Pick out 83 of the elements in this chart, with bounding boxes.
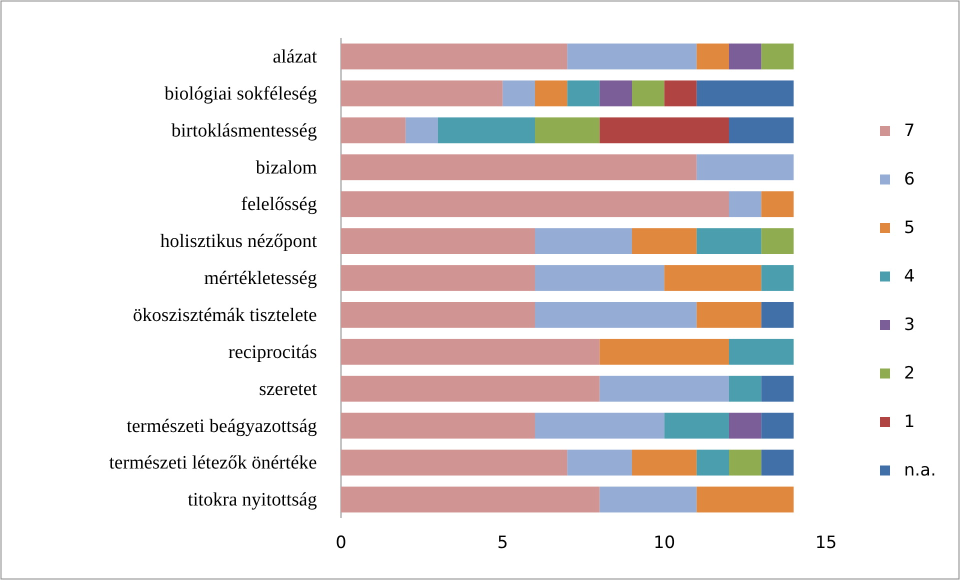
bar: [600, 486, 697, 512]
bar: [664, 80, 697, 106]
bar: [567, 44, 697, 70]
y-tick-label: birtoklásmentesség: [171, 120, 318, 142]
bar: [535, 265, 664, 291]
legend-label: 7: [904, 121, 915, 141]
bar: [341, 412, 535, 439]
bar: [600, 338, 729, 365]
bar: [406, 117, 438, 144]
bar: [696, 44, 729, 70]
x-tick-label: 15: [815, 533, 837, 554]
y-tick-label: ökoszisztémák tisztelete: [132, 305, 317, 326]
legend-label: 4: [904, 266, 915, 286]
bar: [341, 302, 535, 328]
y-tick-label: holisztikus nézőpont: [160, 231, 318, 252]
y-tick-label: titokra nyitottság: [188, 490, 318, 511]
y-tick-label: felelősség: [241, 194, 318, 216]
bar: [761, 450, 794, 476]
bar: [696, 486, 794, 512]
bar: [535, 302, 697, 328]
legend-label: 1: [904, 412, 915, 432]
y-tick-label: bizalom: [256, 157, 318, 178]
bar: [729, 191, 762, 218]
y-tick-label: mértékletesség: [204, 268, 318, 290]
bar: [535, 80, 568, 106]
bar: [696, 228, 762, 254]
x-tick-label: 0: [336, 533, 346, 554]
y-tick-label: biológiai sokféleség: [164, 83, 318, 104]
bar: [438, 117, 535, 144]
legend-label: 2: [904, 364, 915, 384]
bar: [761, 302, 794, 328]
bar: [567, 80, 600, 106]
bar: [632, 80, 664, 106]
bar: [729, 338, 794, 365]
bar: [341, 486, 600, 512]
legend-label: 3: [904, 315, 915, 335]
bar: [502, 80, 535, 106]
bar: [600, 376, 729, 402]
legend-label: n.a.: [904, 460, 936, 480]
bar: [535, 228, 632, 254]
bar: [632, 450, 697, 476]
bar: [664, 265, 762, 291]
y-tick-label: alázat: [272, 46, 318, 68]
bar: [341, 191, 729, 218]
bar: [341, 450, 568, 476]
legend-label: 6: [904, 170, 915, 190]
bar: [729, 450, 762, 476]
bar: [341, 80, 503, 106]
bar: [761, 376, 794, 402]
bar: [341, 117, 406, 144]
bar: [729, 376, 762, 402]
bar: [729, 44, 762, 70]
bar: [567, 450, 632, 476]
x-tick-label: 10: [654, 533, 676, 554]
bar: [664, 412, 729, 439]
bar: [341, 338, 600, 365]
bar: [600, 80, 632, 106]
bar: [341, 44, 568, 70]
bar: [341, 154, 697, 180]
bar: [341, 228, 535, 254]
bar: [341, 265, 535, 291]
y-tick-label: természeti beágyazottság: [126, 416, 318, 437]
bar: [761, 228, 794, 254]
legend-label: 5: [904, 218, 915, 238]
bar: [600, 117, 729, 144]
bar: [535, 412, 664, 439]
bar: [729, 117, 794, 144]
x-tick-label: 5: [497, 533, 508, 554]
bar: [696, 450, 729, 476]
bar: [632, 228, 697, 254]
y-tick-label: reciprocitás: [228, 342, 317, 363]
bar: [729, 412, 762, 439]
y-tick-label: szeretet: [258, 378, 318, 400]
bar: [341, 376, 600, 402]
y-tick-label: természeti létezők önértéke: [109, 452, 317, 474]
bar: [761, 265, 794, 291]
bar: [535, 117, 600, 144]
bar: [696, 80, 794, 106]
bar: [761, 191, 794, 218]
bar: [761, 44, 794, 70]
bar: [761, 412, 794, 439]
bar: [696, 302, 762, 328]
bar: [696, 154, 794, 180]
